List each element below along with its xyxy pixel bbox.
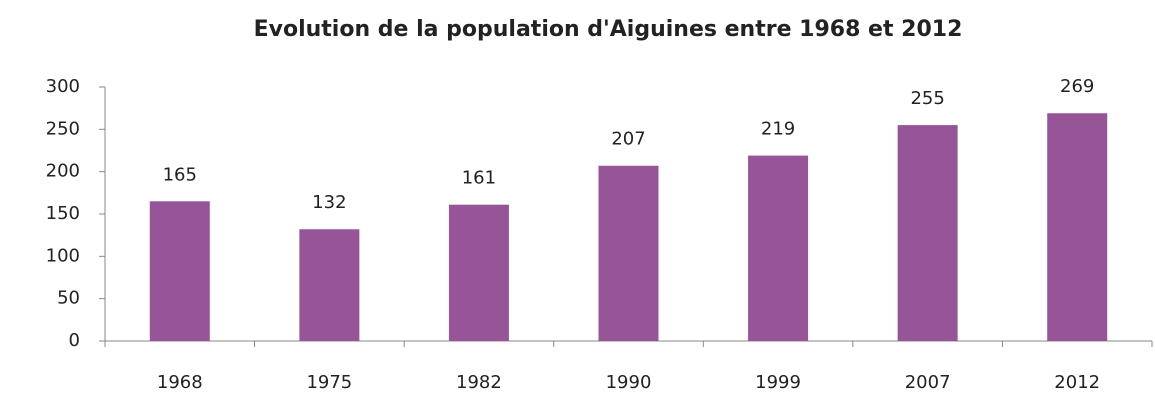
x-tick-label: 1982 — [456, 372, 502, 393]
x-tick-label: 1999 — [755, 372, 801, 393]
value-label: 132 — [312, 192, 346, 213]
x-tick-label: 1968 — [157, 372, 203, 393]
y-tick-label: 300 — [46, 76, 80, 97]
value-label: 269 — [1060, 76, 1094, 97]
y-tick-label: 200 — [46, 161, 80, 182]
value-label: 255 — [910, 88, 944, 109]
bar — [897, 125, 958, 341]
y-tick-label: 0 — [69, 330, 80, 351]
y-tick-label: 250 — [46, 118, 80, 139]
value-label: 161 — [462, 168, 496, 189]
bar — [448, 204, 509, 341]
bar — [598, 165, 659, 341]
x-tick-label: 1975 — [306, 372, 352, 393]
bar — [299, 229, 360, 341]
chart-title: Evolution de la population d'Aiguines en… — [254, 17, 963, 42]
bar — [748, 155, 809, 341]
x-tick-label: 2012 — [1054, 372, 1100, 393]
bar — [1047, 113, 1108, 341]
bar — [149, 201, 210, 341]
value-label: 207 — [611, 129, 645, 150]
y-tick-label: 150 — [46, 203, 80, 224]
value-label: 219 — [761, 119, 795, 140]
x-tick-label: 1990 — [606, 372, 652, 393]
y-tick-label: 50 — [57, 288, 80, 309]
value-label: 165 — [163, 164, 197, 185]
y-tick-label: 100 — [46, 245, 80, 266]
x-tick-label: 2007 — [905, 372, 951, 393]
